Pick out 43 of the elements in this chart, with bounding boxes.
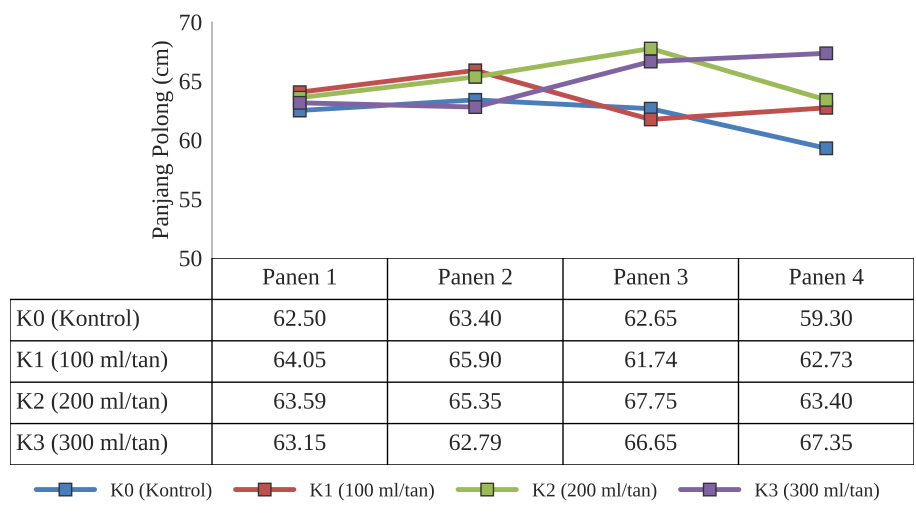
legend-label: K3 (300 ml/tan) bbox=[755, 482, 879, 500]
text: 62.65 bbox=[625, 310, 676, 326]
text: 63.40 bbox=[800, 392, 852, 409]
text: 66.65 bbox=[625, 434, 676, 450]
point bbox=[644, 112, 658, 126]
text: 61.74 bbox=[625, 352, 677, 368]
point bbox=[644, 54, 658, 68]
text: K0 (Kontrol) bbox=[16, 309, 139, 331]
point bbox=[819, 92, 834, 107]
point bbox=[468, 100, 482, 114]
text: 63.15 bbox=[274, 434, 326, 450]
text: 67.75 bbox=[625, 392, 676, 409]
text: 63.40 bbox=[450, 310, 501, 326]
text: K2 (200 ml/tan) bbox=[16, 392, 168, 414]
text: 65.35 bbox=[450, 392, 501, 409]
text: K3 (300 ml/tan) bbox=[16, 434, 168, 456]
text: 62.79 bbox=[450, 434, 501, 450]
point bbox=[644, 42, 658, 56]
text: 62.73 bbox=[800, 352, 852, 368]
text: K1 (100 ml/tan) bbox=[16, 350, 168, 372]
point bbox=[819, 141, 834, 156]
y-tick-label: 65 bbox=[180, 74, 202, 90]
y-tick-label: 70 bbox=[180, 14, 202, 30]
point bbox=[468, 70, 482, 84]
y-axis-title: Panjang Polong (cm) bbox=[152, 41, 174, 239]
text: 62.50 bbox=[274, 310, 326, 326]
text: 59.30 bbox=[801, 310, 852, 326]
y-tick-label: 60 bbox=[180, 132, 202, 148]
legend-label: K1 (100 ml/tan) bbox=[310, 482, 434, 500]
text: 63.59 bbox=[274, 392, 326, 409]
legend-label: K2 (200 ml/tan) bbox=[532, 482, 656, 500]
y-tick-label: 55 bbox=[180, 192, 202, 208]
text: 67.35 bbox=[800, 434, 852, 450]
point bbox=[819, 46, 834, 60]
text: 64.05 bbox=[274, 351, 326, 368]
x-tick-label: Panen 3 bbox=[614, 268, 688, 285]
x-tick-label: Panen 2 bbox=[438, 268, 512, 285]
y-tick-label: 50 bbox=[180, 250, 202, 266]
legend-label: K0 (Kontrol) bbox=[110, 482, 212, 500]
point bbox=[292, 96, 307, 110]
text: 65.90 bbox=[450, 351, 501, 368]
x-tick-label: Panen 1 bbox=[262, 268, 336, 285]
x-tick-label: Panen 4 bbox=[789, 268, 864, 285]
